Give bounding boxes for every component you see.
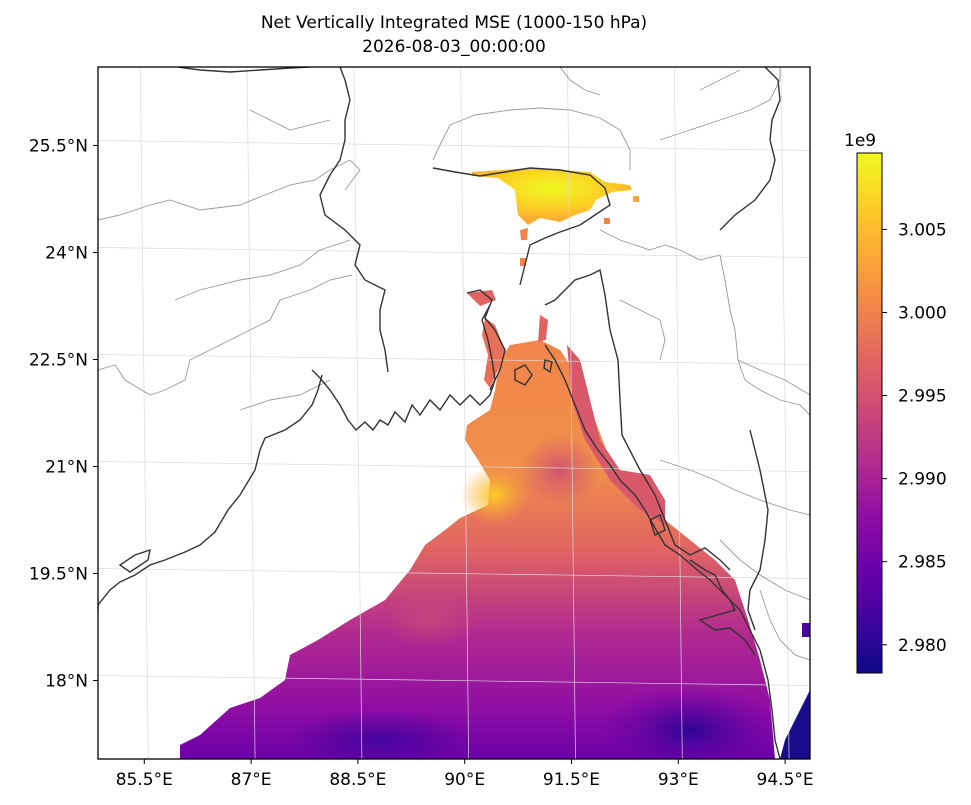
- coastline-chittagong: [544, 344, 781, 759]
- chart-subtitle: 2026-08-03_00:00:00: [362, 37, 546, 57]
- north-fringe: [520, 228, 528, 240]
- border-bhutan: [339, 67, 351, 140]
- grid-lon-4: [567, 66, 576, 760]
- grid-lat-5: [97, 675, 811, 686]
- state-boundaries: [98, 67, 810, 661]
- grid-lon-0: [139, 66, 149, 760]
- far-southeast-field: [780, 690, 810, 759]
- colorbar-tick-label-4: 3.000: [898, 303, 947, 323]
- grid-lat-1: [97, 247, 811, 258]
- coastlines-and-borders: [98, 67, 781, 759]
- colorbar-exponent: 1e9: [844, 131, 876, 151]
- north-high-mse: [472, 168, 632, 225]
- y-tick-label-0: 25.5°N: [29, 136, 88, 156]
- colorbar-gradient: [856, 152, 883, 674]
- colorbar-tick-label-0: 2.980: [898, 636, 947, 656]
- plot-frame: [97, 66, 811, 760]
- grid-lon-5: [673, 66, 683, 760]
- east-edge-cell: [802, 623, 810, 637]
- north-cell-3: [633, 196, 639, 202]
- bangladesh-border-west: [319, 139, 389, 373]
- bangladesh-border-east: [544, 268, 731, 571]
- low-mse-southeast: [600, 685, 780, 759]
- grid-lat-3: [97, 461, 811, 472]
- grid-lat-4: [97, 568, 811, 579]
- sea-mse-field: [180, 340, 775, 759]
- grid-lon-6: [780, 66, 790, 760]
- coastal-strip: [567, 345, 665, 525]
- colorbar-tick-label-2: 2.990: [898, 470, 947, 490]
- island-2: [543, 359, 553, 374]
- y-tick-label-3: 21°N: [45, 458, 88, 478]
- x-tick-label-6: 94.5°E: [757, 770, 814, 790]
- delta-channels: [482, 318, 505, 388]
- graticule: [97, 66, 811, 760]
- bangladesh-border-north: [432, 167, 611, 286]
- north-cell-2: [604, 218, 610, 224]
- x-tick-label-3: 90°E: [444, 770, 485, 790]
- border-east-ne: [747, 429, 769, 631]
- low-mse-south: [290, 710, 470, 759]
- border-myanmar-north: [719, 67, 781, 231]
- delta-inner: [466, 289, 506, 391]
- sundarbans-coast: [311, 304, 496, 432]
- mse-field: [180, 168, 810, 759]
- colorbar-tick-label-5: 3.005: [898, 220, 947, 240]
- x-tick-label-5: 93°E: [658, 770, 699, 790]
- colorbar-tick-label-1: 2.985: [898, 553, 947, 573]
- mse-anomaly-1: [520, 435, 600, 505]
- colorbar: 1e9 2.980 2.985 2.990 2.995 3.000 3.005: [844, 131, 947, 674]
- y-tick-label-2: 22.5°N: [29, 350, 88, 370]
- north-cell-1: [520, 258, 526, 266]
- coastal-high-mse: [460, 465, 530, 525]
- coastline-myanmar: [689, 559, 756, 656]
- x-axis: 85.5°E 87°E 88.5°E 90°E 91.5°E 93°E 94.5°E: [116, 759, 814, 790]
- x-tick-label-0: 85.5°E: [116, 770, 173, 790]
- grid-lon-2: [353, 66, 363, 760]
- island-1: [514, 364, 533, 386]
- x-tick-label-2: 88.5°E: [329, 770, 386, 790]
- chilika: [118, 548, 151, 573]
- y-axis: 25.5°N 24°N 22.5°N 21°N 19.5°N 18°N: [29, 136, 98, 692]
- chart-title: Net Vertically Integrated MSE (1000-150 …: [260, 13, 648, 33]
- grid-lon-1: [246, 66, 256, 760]
- colorbar-tick-label-3: 2.995: [898, 387, 947, 407]
- coastline-india-east: [98, 374, 323, 606]
- grid-lat-0: [97, 140, 811, 151]
- y-tick-label-5: 18°N: [45, 672, 88, 692]
- border-nepal: [177, 67, 311, 73]
- estuary-arm: [538, 315, 548, 342]
- grid-lat-2: [97, 354, 811, 365]
- y-tick-label-1: 24°N: [45, 243, 88, 263]
- island-3: [649, 514, 666, 536]
- y-tick-label-4: 19.5°N: [29, 565, 88, 585]
- mse-anomaly-2: [385, 592, 475, 648]
- upper-delta: [467, 290, 496, 306]
- grid-lon-3: [460, 66, 470, 760]
- x-tick-label-4: 91.5°E: [543, 770, 600, 790]
- x-tick-label-1: 87°E: [231, 770, 272, 790]
